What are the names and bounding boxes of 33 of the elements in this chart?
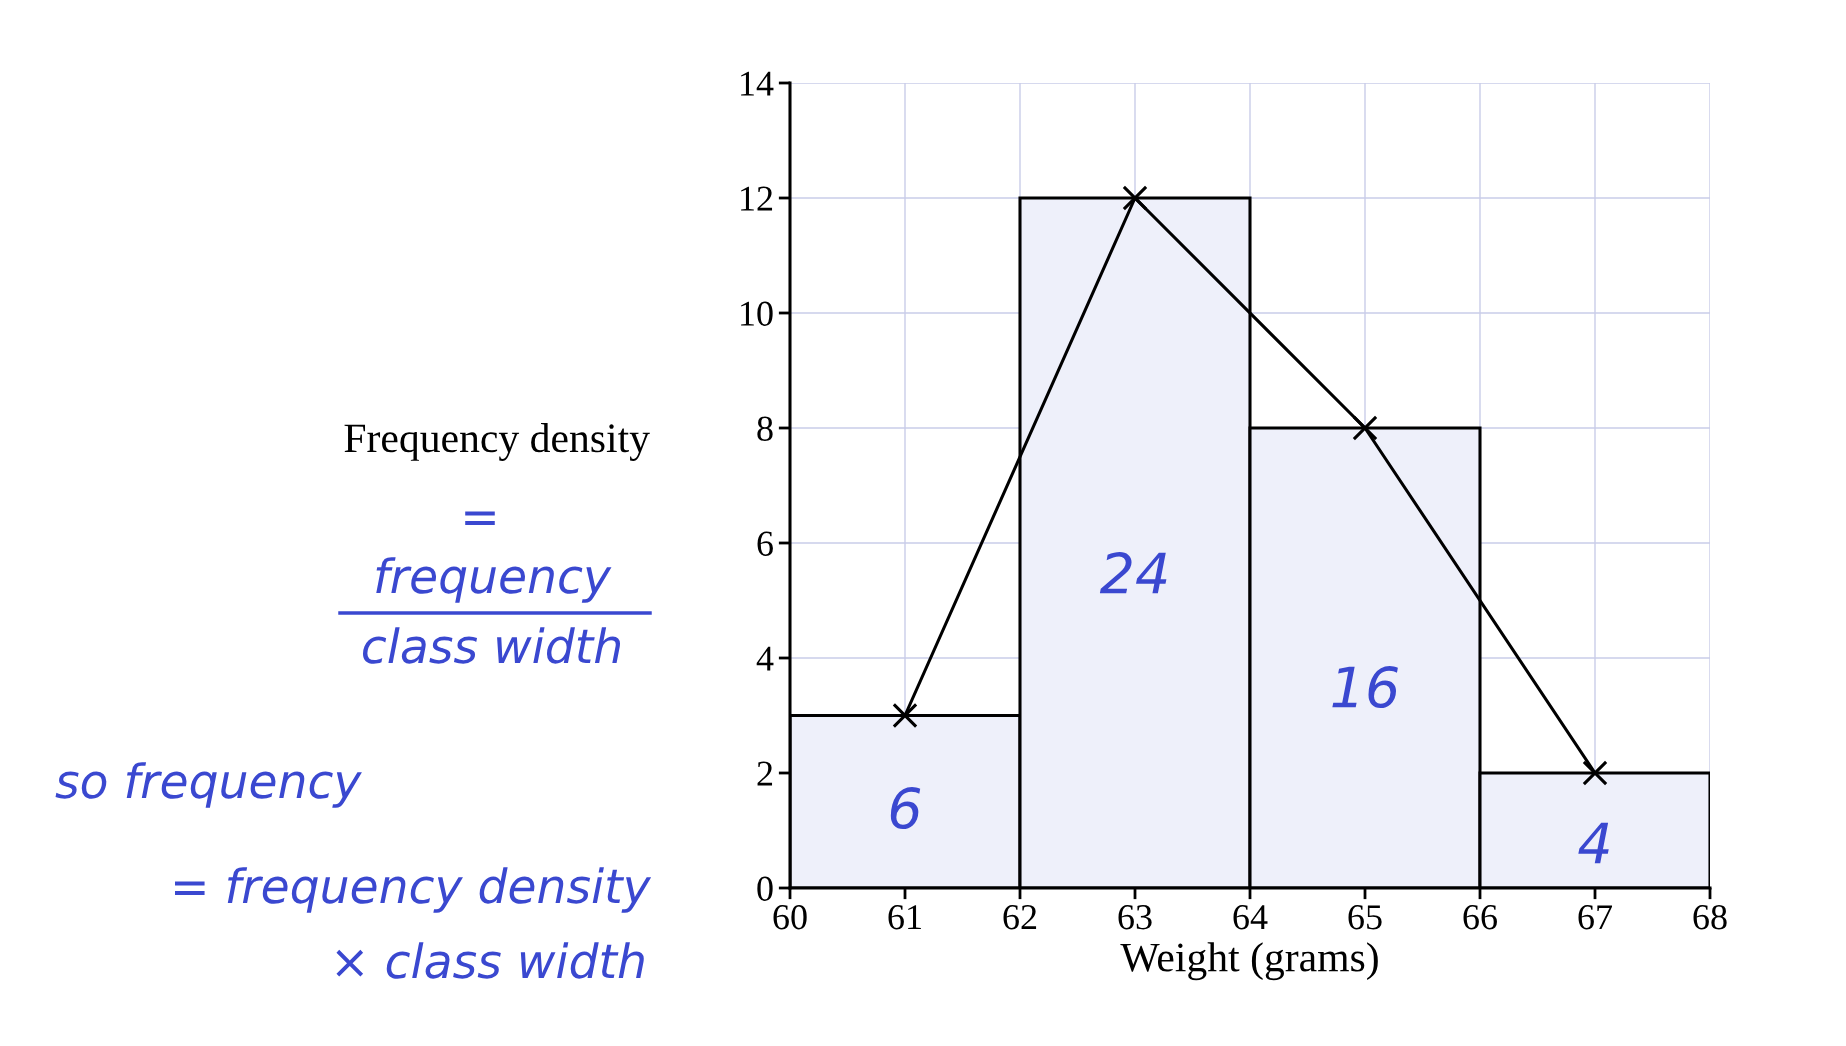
point <box>1122 185 1148 211</box>
x-tick-label: 65 <box>1348 905 1382 930</box>
text: × class width <box>336 942 644 979</box>
point <box>1582 760 1608 786</box>
y-tick-label: 0 <box>757 876 773 901</box>
y-axis-title: Frequency density <box>344 423 650 461</box>
annotation: 6 <box>890 787 921 830</box>
text: frequency <box>376 557 612 603</box>
x-tick-label: 67 <box>1578 905 1613 930</box>
y-tick-label: 4 <box>756 646 774 671</box>
x-tick-label: 60 <box>773 905 807 930</box>
x-tick-label: 68 <box>1693 905 1727 930</box>
y-tick-label: 12 <box>741 186 773 211</box>
point <box>892 702 918 729</box>
text: = frequency density <box>175 867 652 913</box>
y-tick-label: 6 <box>757 531 773 556</box>
text: = <box>465 511 495 525</box>
x-tick-label: 66 <box>1463 905 1497 930</box>
x-tick-label: 64 <box>1233 905 1268 930</box>
x-tick-label: 62 <box>1003 905 1037 930</box>
annotation: 16 <box>1332 666 1398 709</box>
text: class width <box>362 627 620 664</box>
y-tick-label: 8 <box>757 416 773 441</box>
annotation: 4 <box>1578 822 1609 864</box>
x-tick-label: 63 <box>1118 905 1152 930</box>
y-tick-label: 2 <box>757 761 773 786</box>
y-tick-label: 10 <box>741 301 773 326</box>
x-tick-label: 61 <box>888 905 921 930</box>
annotation: 24 <box>1099 552 1167 594</box>
text: so frequency <box>55 762 362 808</box>
x-axis-title: Weight (grams) <box>1120 942 1378 981</box>
y-tick-label: 14 <box>741 71 774 96</box>
point <box>1352 415 1378 441</box>
